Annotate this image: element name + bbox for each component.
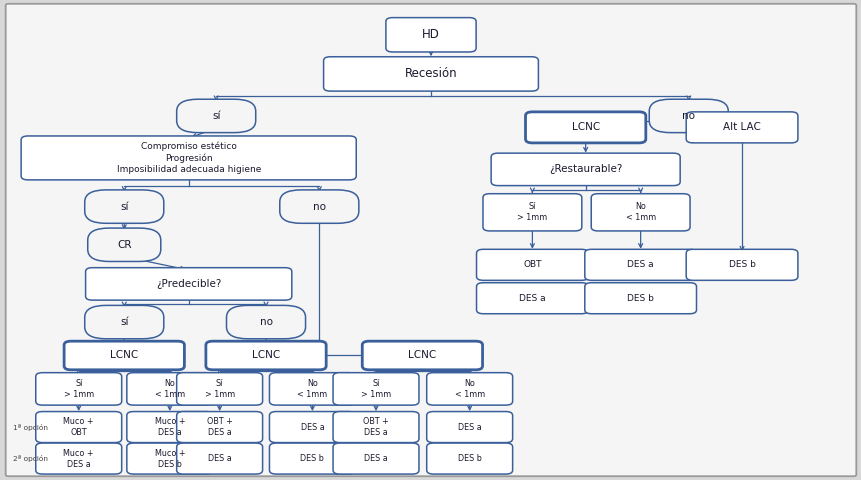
Text: sí: sí (120, 202, 128, 212)
FancyBboxPatch shape (84, 305, 164, 339)
FancyBboxPatch shape (685, 249, 797, 280)
FancyBboxPatch shape (426, 443, 512, 474)
Text: Recesión: Recesión (404, 67, 457, 81)
Text: No
< 1mm: No < 1mm (297, 379, 327, 399)
FancyBboxPatch shape (127, 411, 213, 443)
Text: Alt LAC: Alt LAC (722, 122, 760, 132)
Text: CR: CR (117, 240, 132, 250)
Text: No
< 1mm: No < 1mm (154, 379, 185, 399)
FancyBboxPatch shape (64, 341, 184, 370)
Text: Sí
> 1mm: Sí > 1mm (204, 379, 234, 399)
FancyBboxPatch shape (84, 190, 164, 223)
FancyBboxPatch shape (280, 190, 358, 223)
FancyBboxPatch shape (426, 372, 512, 405)
FancyBboxPatch shape (426, 411, 512, 443)
Text: Sí
> 1mm: Sí > 1mm (64, 379, 94, 399)
FancyBboxPatch shape (35, 411, 121, 443)
FancyBboxPatch shape (177, 372, 263, 405)
Text: Muco +
OBT: Muco + OBT (64, 417, 94, 437)
FancyBboxPatch shape (584, 249, 696, 280)
Text: OBT +
DES a: OBT + DES a (362, 417, 388, 437)
FancyBboxPatch shape (323, 57, 538, 91)
Text: HD: HD (422, 28, 439, 41)
FancyBboxPatch shape (269, 411, 355, 443)
Text: DES b: DES b (457, 454, 481, 463)
FancyBboxPatch shape (226, 305, 305, 339)
FancyBboxPatch shape (332, 411, 418, 443)
FancyBboxPatch shape (177, 443, 263, 474)
Text: Muco +
DES b: Muco + DES b (154, 448, 185, 468)
FancyBboxPatch shape (35, 372, 121, 405)
Text: LCNC: LCNC (571, 122, 599, 132)
FancyBboxPatch shape (22, 136, 356, 180)
Text: DES a: DES a (208, 454, 232, 463)
FancyBboxPatch shape (127, 372, 213, 405)
Text: No
< 1mm: No < 1mm (625, 202, 655, 222)
Text: LCNC: LCNC (110, 350, 139, 360)
FancyBboxPatch shape (491, 153, 679, 186)
Text: DES a: DES a (457, 422, 481, 432)
FancyBboxPatch shape (177, 411, 263, 443)
FancyBboxPatch shape (525, 112, 645, 143)
Text: No
< 1mm: No < 1mm (454, 379, 484, 399)
FancyBboxPatch shape (269, 443, 355, 474)
FancyBboxPatch shape (35, 443, 121, 474)
FancyBboxPatch shape (476, 283, 587, 314)
Text: Muco +
DES a: Muco + DES a (154, 417, 185, 437)
FancyBboxPatch shape (476, 249, 587, 280)
FancyBboxPatch shape (584, 283, 696, 314)
Text: no: no (313, 202, 325, 212)
FancyBboxPatch shape (127, 443, 213, 474)
FancyBboxPatch shape (85, 268, 292, 300)
Text: LCNC: LCNC (408, 350, 436, 360)
FancyBboxPatch shape (591, 194, 690, 231)
Text: DES a: DES a (300, 422, 324, 432)
Text: DES a: DES a (627, 260, 653, 269)
Text: DES b: DES b (627, 294, 653, 303)
FancyBboxPatch shape (685, 112, 797, 143)
Text: OBT: OBT (523, 260, 541, 269)
Text: DES b: DES b (728, 260, 754, 269)
Text: OBT +
DES a: OBT + DES a (207, 417, 232, 437)
Text: DES a: DES a (363, 454, 387, 463)
Text: LCNC: LCNC (251, 350, 280, 360)
FancyBboxPatch shape (177, 99, 256, 132)
Text: 2ª opción: 2ª opción (13, 455, 47, 462)
FancyBboxPatch shape (332, 372, 418, 405)
Text: sí: sí (212, 111, 220, 121)
Text: Muco +
DES a: Muco + DES a (64, 448, 94, 468)
Text: sí: sí (120, 317, 128, 327)
FancyBboxPatch shape (88, 228, 161, 262)
Text: DES a: DES a (518, 294, 545, 303)
Text: 1ª opción: 1ª opción (13, 423, 47, 431)
Text: ¿Restaurable?: ¿Restaurable? (548, 164, 622, 174)
Text: no: no (259, 317, 272, 327)
FancyBboxPatch shape (6, 4, 855, 476)
FancyBboxPatch shape (206, 341, 325, 370)
FancyBboxPatch shape (648, 99, 728, 132)
FancyBboxPatch shape (332, 443, 418, 474)
FancyBboxPatch shape (362, 341, 482, 370)
FancyBboxPatch shape (482, 194, 581, 231)
FancyBboxPatch shape (269, 372, 355, 405)
FancyBboxPatch shape (386, 18, 475, 52)
Text: ¿Predecible?: ¿Predecible? (156, 279, 221, 289)
Text: Sí
> 1mm: Sí > 1mm (517, 202, 547, 222)
Text: Sí
> 1mm: Sí > 1mm (361, 379, 391, 399)
Text: Compromiso estético
Progresión
Imposibilidad adecuada higiene: Compromiso estético Progresión Imposibil… (116, 142, 261, 174)
Text: DES b: DES b (300, 454, 324, 463)
Text: no: no (681, 111, 695, 121)
